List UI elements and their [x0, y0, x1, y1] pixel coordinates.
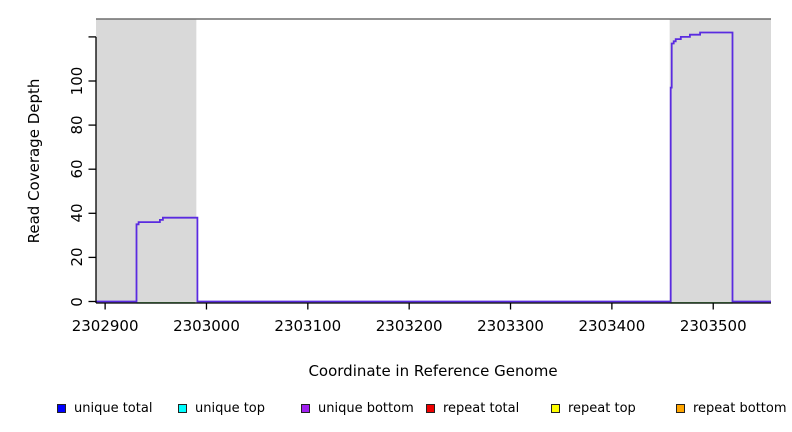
x-tick-label: 2303000 [173, 317, 240, 335]
y-tick-label: 60 [68, 159, 86, 179]
y-tick-label: 40 [68, 203, 86, 223]
repeat-region-shading [96, 19, 197, 303]
x-tick-label: 2303400 [578, 317, 646, 335]
y-tick-label: 20 [68, 247, 86, 267]
y-tick-label: 0 [68, 296, 86, 307]
y-axis-title: Read Coverage Depth [25, 78, 43, 244]
x-tick-label: 2302900 [71, 317, 139, 335]
x-tick-label: 2303300 [477, 317, 544, 335]
x-axis-title: Coordinate in Reference Genome [308, 362, 558, 380]
x-tick-label: 2303200 [375, 317, 443, 335]
y-tick-label: 100 [68, 66, 86, 96]
coverage-line [96, 31, 771, 303]
x-tick-label: 2303500 [679, 317, 747, 335]
y-tick-label: 80 [68, 115, 86, 135]
repeat-region-shading [669, 19, 771, 303]
x-tick-label: 2303100 [274, 317, 342, 335]
